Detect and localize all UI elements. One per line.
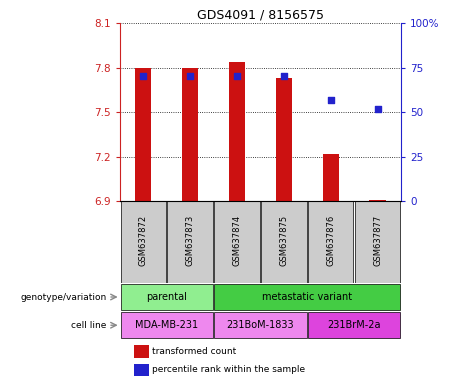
Text: percentile rank within the sample: percentile rank within the sample xyxy=(152,366,305,374)
Bar xyxy=(214,284,400,310)
Bar xyxy=(308,312,400,338)
Point xyxy=(374,106,381,112)
Bar xyxy=(121,312,213,338)
Text: 231BrM-2a: 231BrM-2a xyxy=(327,320,381,330)
Bar xyxy=(229,62,245,201)
Text: parental: parental xyxy=(146,292,187,302)
Bar xyxy=(214,312,307,338)
Point xyxy=(140,73,147,79)
Bar xyxy=(121,201,166,283)
Text: GSM637875: GSM637875 xyxy=(279,215,289,266)
Bar xyxy=(134,346,149,358)
Text: GSM637877: GSM637877 xyxy=(373,215,382,266)
Text: metastatic variant: metastatic variant xyxy=(262,292,352,302)
Point xyxy=(280,73,288,79)
Point xyxy=(327,97,334,103)
Bar xyxy=(135,68,152,201)
Text: GSM637876: GSM637876 xyxy=(326,215,335,266)
Point xyxy=(233,73,241,79)
Text: transformed count: transformed count xyxy=(152,347,236,356)
Text: cell line: cell line xyxy=(71,321,107,330)
Bar xyxy=(134,364,149,376)
Bar xyxy=(167,201,213,283)
Text: genotype/variation: genotype/variation xyxy=(20,293,107,301)
Bar xyxy=(369,200,386,201)
Text: 231BoM-1833: 231BoM-1833 xyxy=(227,320,294,330)
Title: GDS4091 / 8156575: GDS4091 / 8156575 xyxy=(197,9,324,22)
Bar xyxy=(323,154,339,201)
Text: MDA-MB-231: MDA-MB-231 xyxy=(135,320,198,330)
Bar xyxy=(276,78,292,201)
Point xyxy=(186,73,194,79)
Bar xyxy=(355,201,400,283)
Bar xyxy=(261,201,307,283)
Bar xyxy=(308,201,354,283)
Text: GSM637872: GSM637872 xyxy=(139,215,148,266)
Bar xyxy=(214,201,260,283)
Bar xyxy=(121,284,213,310)
Bar xyxy=(182,68,198,201)
Text: GSM637874: GSM637874 xyxy=(232,215,242,266)
Text: GSM637873: GSM637873 xyxy=(186,215,195,266)
